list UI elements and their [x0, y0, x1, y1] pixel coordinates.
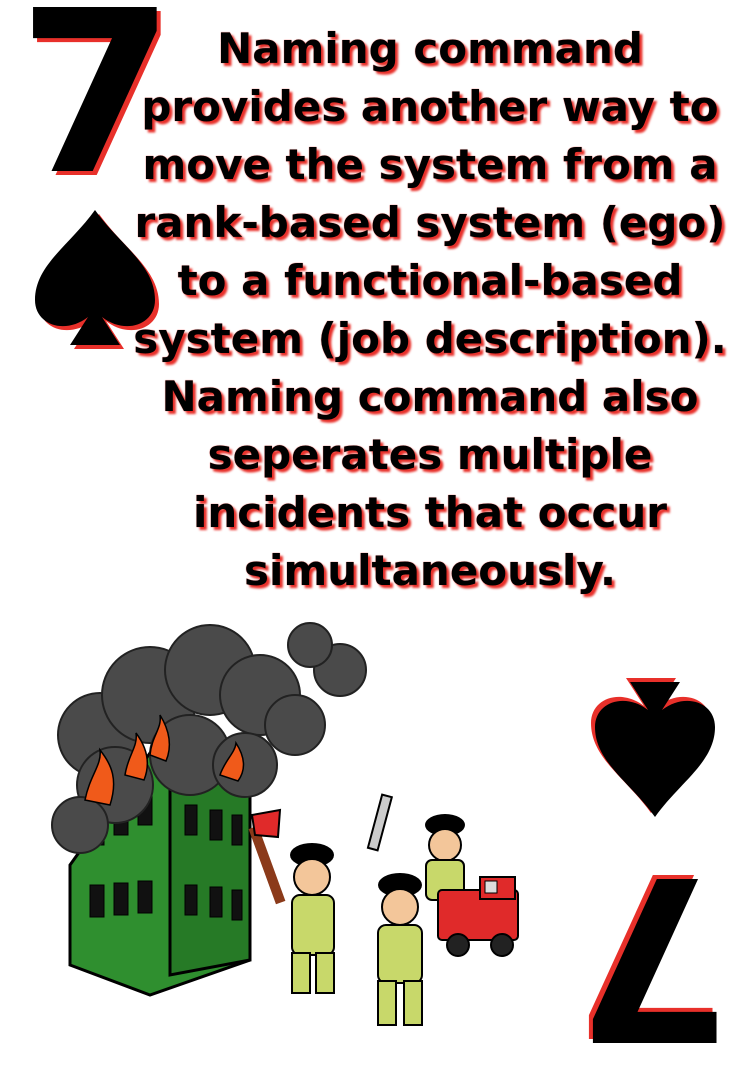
- firefighter-icon: [248, 808, 335, 994]
- spade-suit-icon-bottom: [591, 678, 715, 817]
- rank-bottom-right: 7: [575, 825, 732, 1087]
- smoke-icon: [51, 622, 367, 854]
- flame-icon: [84, 714, 245, 806]
- hose-nozzle-icon: [366, 793, 394, 852]
- fire-truck-icon: [437, 876, 519, 957]
- firefighter-icon: [377, 873, 423, 1026]
- card-message: Naming command provides another way to m…: [133, 24, 727, 595]
- spade-suit-icon-top: [35, 210, 159, 349]
- fire-scene-illustration: [51, 622, 519, 1026]
- rank-top-left: 7: [18, 0, 175, 225]
